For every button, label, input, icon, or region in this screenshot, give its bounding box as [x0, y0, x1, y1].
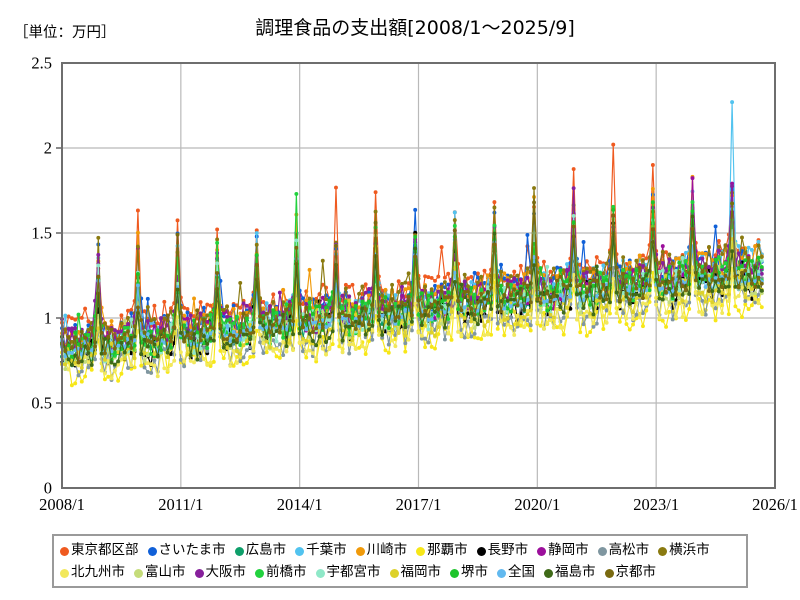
legend-label: 千葉市 [306, 542, 347, 559]
legend-label: 北九州市 [71, 564, 125, 581]
legend-marker-icon [134, 568, 143, 578]
chart-title: 調理食品の支出額[2008/1～2025/9] [255, 17, 575, 39]
legend-marker-icon [147, 546, 157, 556]
legend-label: 福岡市 [400, 564, 442, 581]
y-axis-tick-label: 1 [44, 309, 52, 328]
legend-marker-icon [604, 568, 614, 578]
y-axis-tick-label: 0 [44, 479, 52, 498]
legend-item[interactable]: 全国 [497, 566, 535, 580]
x-axis-tick-label: 2020/1 [514, 495, 560, 514]
legend-item[interactable]: 大阪市 [194, 564, 247, 581]
plot-frame [61, 62, 776, 489]
legend-item[interactable]: 長野市 [476, 542, 529, 559]
legend-item[interactable]: 静岡市 [537, 544, 589, 558]
legend-item[interactable]: 富山市 [134, 566, 186, 580]
legend-marker-icon [597, 546, 607, 556]
legend-marker-icon [234, 546, 244, 556]
legend-label: 富山市 [145, 564, 186, 581]
axis-ticks: 0 0.5 1 1.5 2 2.5 2008/1 2011/1 2014/1 2017/1 2020… [31, 54, 798, 515]
legend-label: 広島市 [245, 542, 287, 559]
x-axis-tick-label: 2017/1 [396, 495, 442, 514]
legend-label: 高松市 [608, 542, 650, 559]
y-axis-tick-label: 1.5 [31, 224, 52, 243]
legend-label: 長野市 [487, 542, 529, 559]
y-axis-tick-label: 2.5 [31, 54, 52, 73]
y-axis-tick-label: 0.5 [31, 394, 52, 413]
legend-marker-icon [295, 546, 305, 556]
legend-label: 京都市 [615, 564, 657, 581]
legend-marker-icon [355, 546, 365, 556]
legend-label: 静岡市 [548, 542, 589, 559]
legend-label: さいたま市 [158, 542, 226, 559]
series-group [60, 100, 764, 388]
legend-marker-icon [60, 546, 69, 556]
legend-item[interactable]: 東京都区部 [60, 544, 139, 558]
legend-marker-icon [389, 568, 399, 578]
legend-item[interactable]: 前橋市 [255, 566, 307, 580]
legend-label: 宇都宮市 [326, 564, 381, 581]
legend-marker-icon [60, 568, 69, 578]
legend-item[interactable]: 横浜市 [658, 544, 710, 558]
legend-label: 全国 [508, 564, 535, 581]
chart-legend: 東京都区部 さいたま市 広島市 千葉市 川崎市 那覇市 長野市 静岡市 高松市 横浜市 北九州市 富… [52, 534, 748, 588]
legend-item[interactable]: 那覇市 [416, 544, 468, 558]
legend-marker-icon [537, 546, 547, 556]
legend-item[interactable]: 千葉市 [295, 544, 347, 558]
legend-marker-icon [194, 568, 204, 578]
legend-marker-icon [416, 546, 426, 556]
legend-marker-icon [658, 546, 668, 556]
legend-label: 前橋市 [266, 564, 307, 581]
legend-marker-icon [544, 568, 553, 578]
legend-label: 川崎市 [366, 542, 408, 559]
unit-label: ［単位：万円］ [14, 25, 116, 41]
x-axis-tick-label: 2026/1 [752, 495, 798, 514]
legend-item[interactable]: 高松市 [597, 542, 650, 559]
legend-marker-icon [476, 546, 486, 556]
legend-label: 堺市 [461, 564, 488, 581]
x-axis-tick-label: 2011/1 [158, 495, 203, 514]
legend-item[interactable]: 北九州市 [60, 566, 125, 580]
legend-item[interactable]: 宇都宮市 [315, 564, 381, 581]
legend-marker-icon [315, 568, 325, 578]
legend-item[interactable]: 広島市 [234, 542, 287, 559]
legend-item[interactable]: 京都市 [604, 564, 657, 581]
legend-label: 大阪市 [205, 564, 247, 581]
x-axis-tick-label: 2008/1 [39, 495, 85, 514]
chart-series [60, 200, 764, 365]
legend-marker-icon [450, 568, 459, 578]
legend-marker-icon [497, 568, 506, 578]
legend-label: 横浜市 [669, 542, 710, 559]
legend-item[interactable]: 川崎市 [355, 542, 408, 559]
legend-item[interactable]: 福岡市 [389, 564, 442, 581]
legend-item[interactable]: 堺市 [450, 566, 488, 580]
x-axis-tick-label: 2014/1 [277, 495, 323, 514]
x-axis-tick-label: 2023/1 [633, 495, 679, 514]
legend-label: 福島市 [555, 564, 596, 581]
legend-row-2: 北九州市 富山市 大阪市 前橋市 宇都宮市 福岡市 堺市 全国 福島市 京都市 [60, 562, 740, 584]
legend-item[interactable]: 福島市 [544, 566, 596, 580]
legend-item[interactable]: さいたま市 [147, 542, 226, 559]
legend-marker-icon [255, 568, 264, 578]
legend-row-1: 東京都区部 さいたま市 広島市 千葉市 川崎市 那覇市 長野市 静岡市 高松市 横浜市 [60, 540, 740, 562]
y-axis-tick-label: 2 [44, 139, 52, 158]
legend-label: 東京都区部 [71, 542, 139, 559]
legend-label: 那覇市 [427, 542, 468, 559]
